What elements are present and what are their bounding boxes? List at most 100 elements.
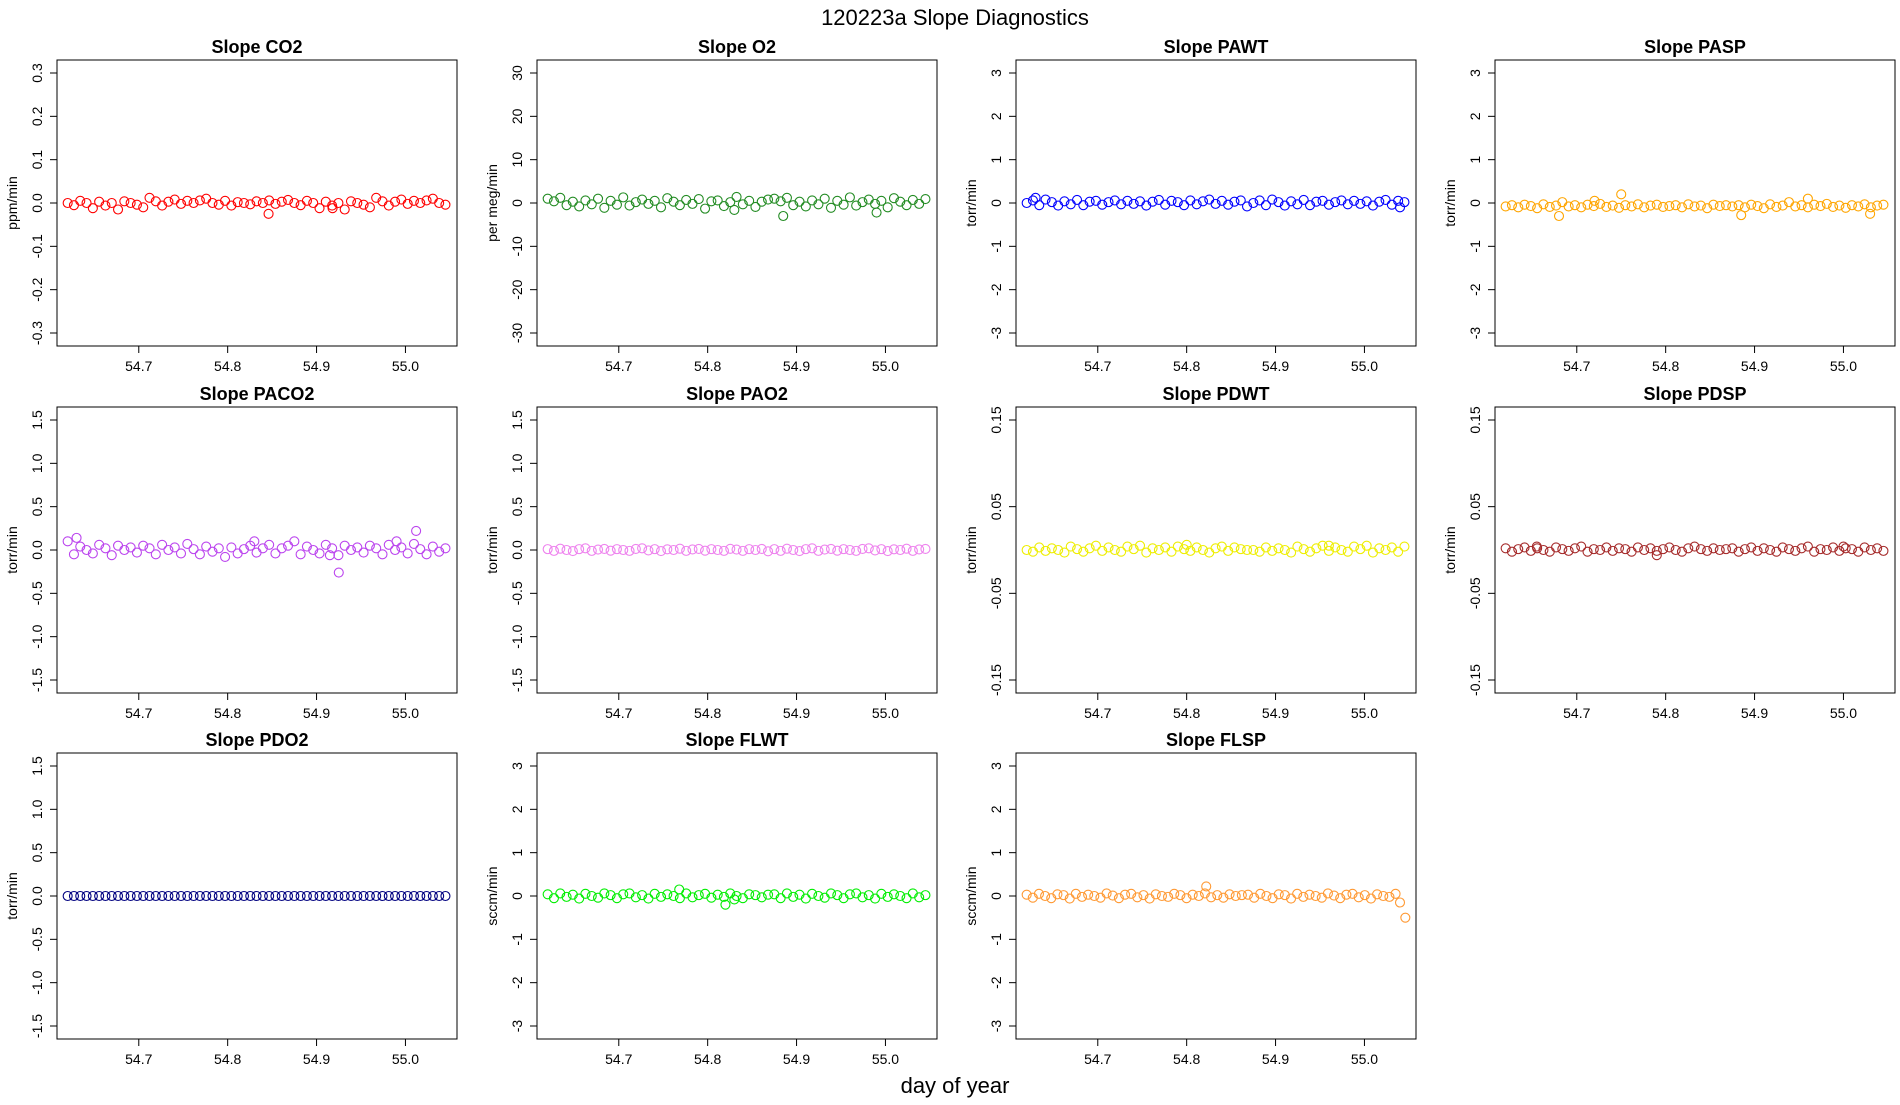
data-point <box>863 543 874 554</box>
data-point <box>1322 888 1333 899</box>
data-point <box>624 200 635 211</box>
x-tick-label: 54.9 <box>1741 705 1768 721</box>
data-point <box>1519 542 1530 553</box>
data-point <box>605 545 616 556</box>
y-tick-label: 0.5 <box>29 843 45 863</box>
data-point <box>1727 543 1738 554</box>
data-point <box>1197 196 1209 207</box>
y-tick-label: -0.1 <box>29 234 45 258</box>
data-point <box>1235 544 1246 555</box>
data-point <box>794 545 805 557</box>
data-point <box>440 890 451 902</box>
data-point <box>762 546 774 557</box>
data-point <box>1185 545 1196 556</box>
data-point <box>706 544 717 555</box>
y-tick-label: 1 <box>988 156 1004 164</box>
data-point <box>1859 199 1870 210</box>
x-tick-label: 54.9 <box>1262 358 1289 374</box>
data-point <box>257 543 268 554</box>
data-points <box>1500 189 1889 222</box>
data-point <box>339 540 350 551</box>
data-point <box>1739 544 1750 555</box>
panel-title: Slope PAO2 <box>686 384 788 404</box>
y-tick-label: 0.15 <box>1467 406 1483 433</box>
data-point <box>567 196 578 207</box>
data-point <box>371 192 382 203</box>
y-axis-label: torr/min <box>1442 526 1458 573</box>
data-point <box>1341 889 1352 900</box>
panel-11: Slope FLSP 54.7 54.8 54.9 55.0 -3 -2 -1 0 1 2 3 sccm… <box>963 730 1417 1067</box>
data-point <box>561 200 572 211</box>
x-tick-label: 54.9 <box>783 358 810 374</box>
data-point <box>251 890 262 902</box>
data-point <box>68 549 80 560</box>
data-points <box>1500 541 1889 561</box>
data-point <box>440 543 451 554</box>
data-point <box>1201 881 1212 892</box>
data-point <box>1248 544 1259 556</box>
y-tick-label: 3 <box>988 69 1004 77</box>
data-point <box>870 545 881 556</box>
data-point <box>1601 542 1612 553</box>
data-point <box>1733 546 1744 557</box>
data-point <box>352 890 363 902</box>
data-point <box>1052 889 1063 900</box>
data-point <box>637 543 648 554</box>
data-point <box>618 889 629 900</box>
data-point <box>674 543 685 554</box>
y-tick-label: 20 <box>509 108 525 124</box>
y-tick-label: -1.5 <box>29 1014 45 1038</box>
data-point <box>144 890 155 902</box>
data-point <box>687 544 698 555</box>
data-point <box>706 892 717 903</box>
data-point <box>345 196 357 207</box>
data-point <box>895 196 906 207</box>
data-point <box>1304 546 1316 557</box>
data-point <box>1141 547 1152 558</box>
data-point <box>1639 202 1650 213</box>
data-point <box>1853 201 1864 212</box>
data-point <box>232 197 243 208</box>
data-point <box>238 544 250 555</box>
y-tick-label: -1.5 <box>509 668 525 692</box>
data-point <box>1645 200 1656 211</box>
data-point <box>737 199 748 210</box>
data-point <box>352 542 363 553</box>
data-point <box>1298 891 1309 902</box>
y-tick-label: 0.0 <box>29 886 45 906</box>
data-point <box>1374 196 1385 207</box>
data-point <box>599 543 610 555</box>
data-point <box>194 195 205 206</box>
data-point <box>194 549 205 560</box>
data-point <box>1645 543 1656 554</box>
data-point <box>1828 542 1839 553</box>
data-point <box>1639 544 1650 556</box>
data-point <box>1166 546 1177 557</box>
data-point <box>1563 201 1574 212</box>
y-tick-label: -0.05 <box>1467 577 1483 609</box>
y-tick-label: -3 <box>988 327 1004 340</box>
panel-title: Slope FLSP <box>1166 730 1266 750</box>
data-point <box>655 545 667 557</box>
y-tick-label: -2 <box>509 976 525 989</box>
data-point <box>396 194 407 205</box>
data-point <box>1840 543 1851 554</box>
data-point <box>402 548 413 559</box>
data-point <box>1078 546 1089 557</box>
data-point <box>1777 200 1788 211</box>
x-tick-label: 54.8 <box>694 1051 721 1067</box>
data-point <box>301 195 312 206</box>
data-point <box>1708 543 1719 554</box>
y-tick-label: -0.15 <box>1467 664 1483 696</box>
data-point <box>1126 888 1137 899</box>
data-point <box>825 202 837 213</box>
y-tick-label: 0.05 <box>988 493 1004 520</box>
data-point <box>75 195 86 206</box>
x-tick-label: 54.7 <box>125 358 152 374</box>
data-point <box>851 200 862 211</box>
data-point <box>169 194 180 205</box>
data-point <box>1304 889 1315 900</box>
panel-8: Slope PDSP 54.7 54.8 54.9 55.0 -0.15 -0.05 0.05… <box>1442 384 1896 721</box>
data-point <box>1113 893 1124 904</box>
